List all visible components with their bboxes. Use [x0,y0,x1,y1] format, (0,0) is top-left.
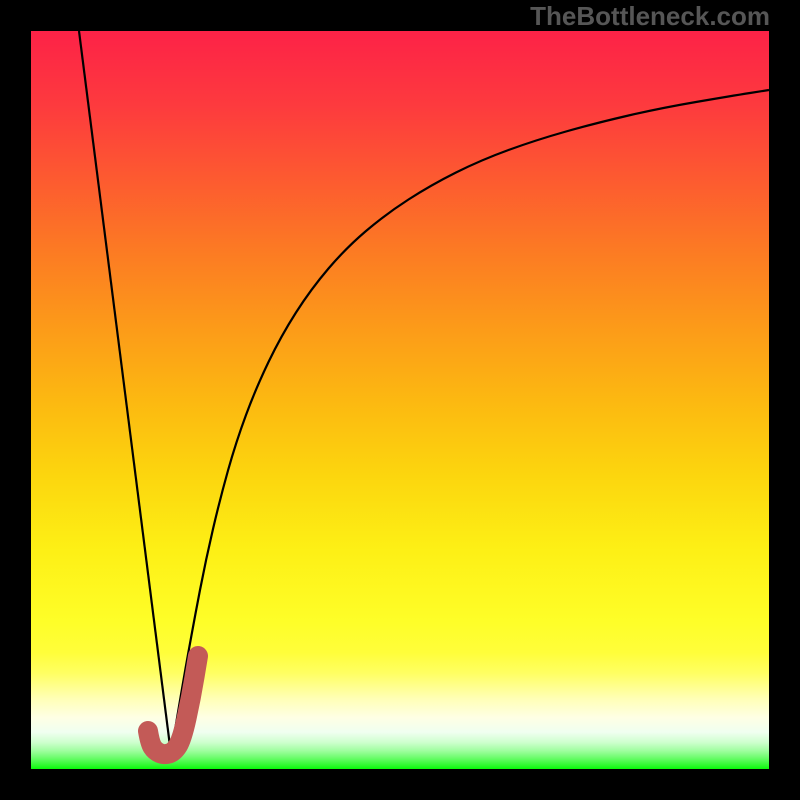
line-left-descending [79,31,171,754]
j-mark-accent [148,656,198,754]
curve-right-ascending [171,90,769,754]
curves-svg [31,31,769,769]
chart-container: TheBottleneck.com [0,0,800,800]
watermark-text: TheBottleneck.com [530,1,770,32]
plot-area [31,31,769,769]
